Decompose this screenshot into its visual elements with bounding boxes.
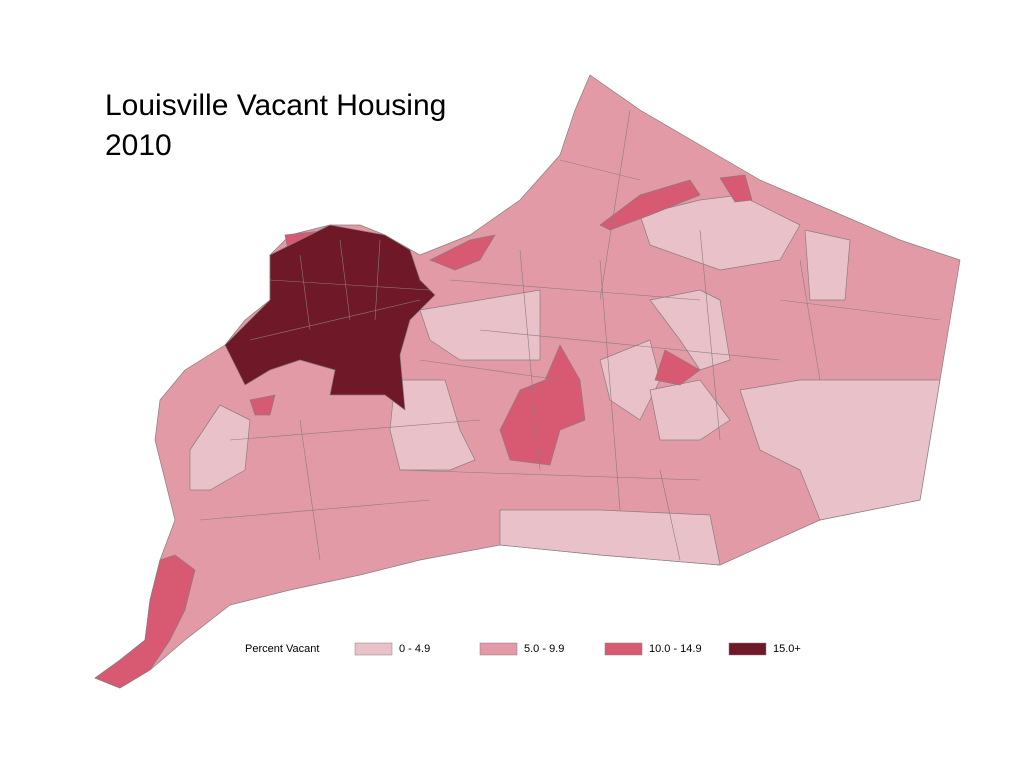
legend-label: 10.0 - 14.9 xyxy=(649,643,702,655)
legend-label: 0 - 4.9 xyxy=(399,643,430,655)
title-line: Louisville Vacant Housing xyxy=(105,89,446,122)
legend-swatch xyxy=(604,642,643,656)
region xyxy=(94,554,196,689)
region xyxy=(224,224,436,411)
region xyxy=(419,289,541,361)
region xyxy=(249,394,276,416)
legend: Percent Vacant 0 - 4.9 5.0 - 9.9 10.0 - 14… xyxy=(245,642,801,656)
tract-lines xyxy=(199,109,941,561)
legend-swatch xyxy=(354,642,393,656)
region xyxy=(429,234,496,271)
region xyxy=(649,379,731,441)
region xyxy=(739,379,941,521)
legend-label: 5.0 - 9.9 xyxy=(524,643,564,655)
region xyxy=(719,174,753,203)
legend-title: Percent Vacant xyxy=(245,643,319,655)
region xyxy=(639,194,801,271)
county-map xyxy=(94,74,961,689)
region xyxy=(599,339,661,421)
region xyxy=(599,179,701,231)
region xyxy=(649,289,731,371)
region xyxy=(804,229,851,301)
region xyxy=(389,379,476,471)
title-line: 2010 xyxy=(105,129,172,162)
legend-label: 15.0+ xyxy=(773,643,801,655)
region xyxy=(654,349,701,386)
legend-swatch xyxy=(728,642,767,656)
legend-swatch xyxy=(479,642,518,656)
region xyxy=(499,509,721,566)
region xyxy=(189,404,251,491)
